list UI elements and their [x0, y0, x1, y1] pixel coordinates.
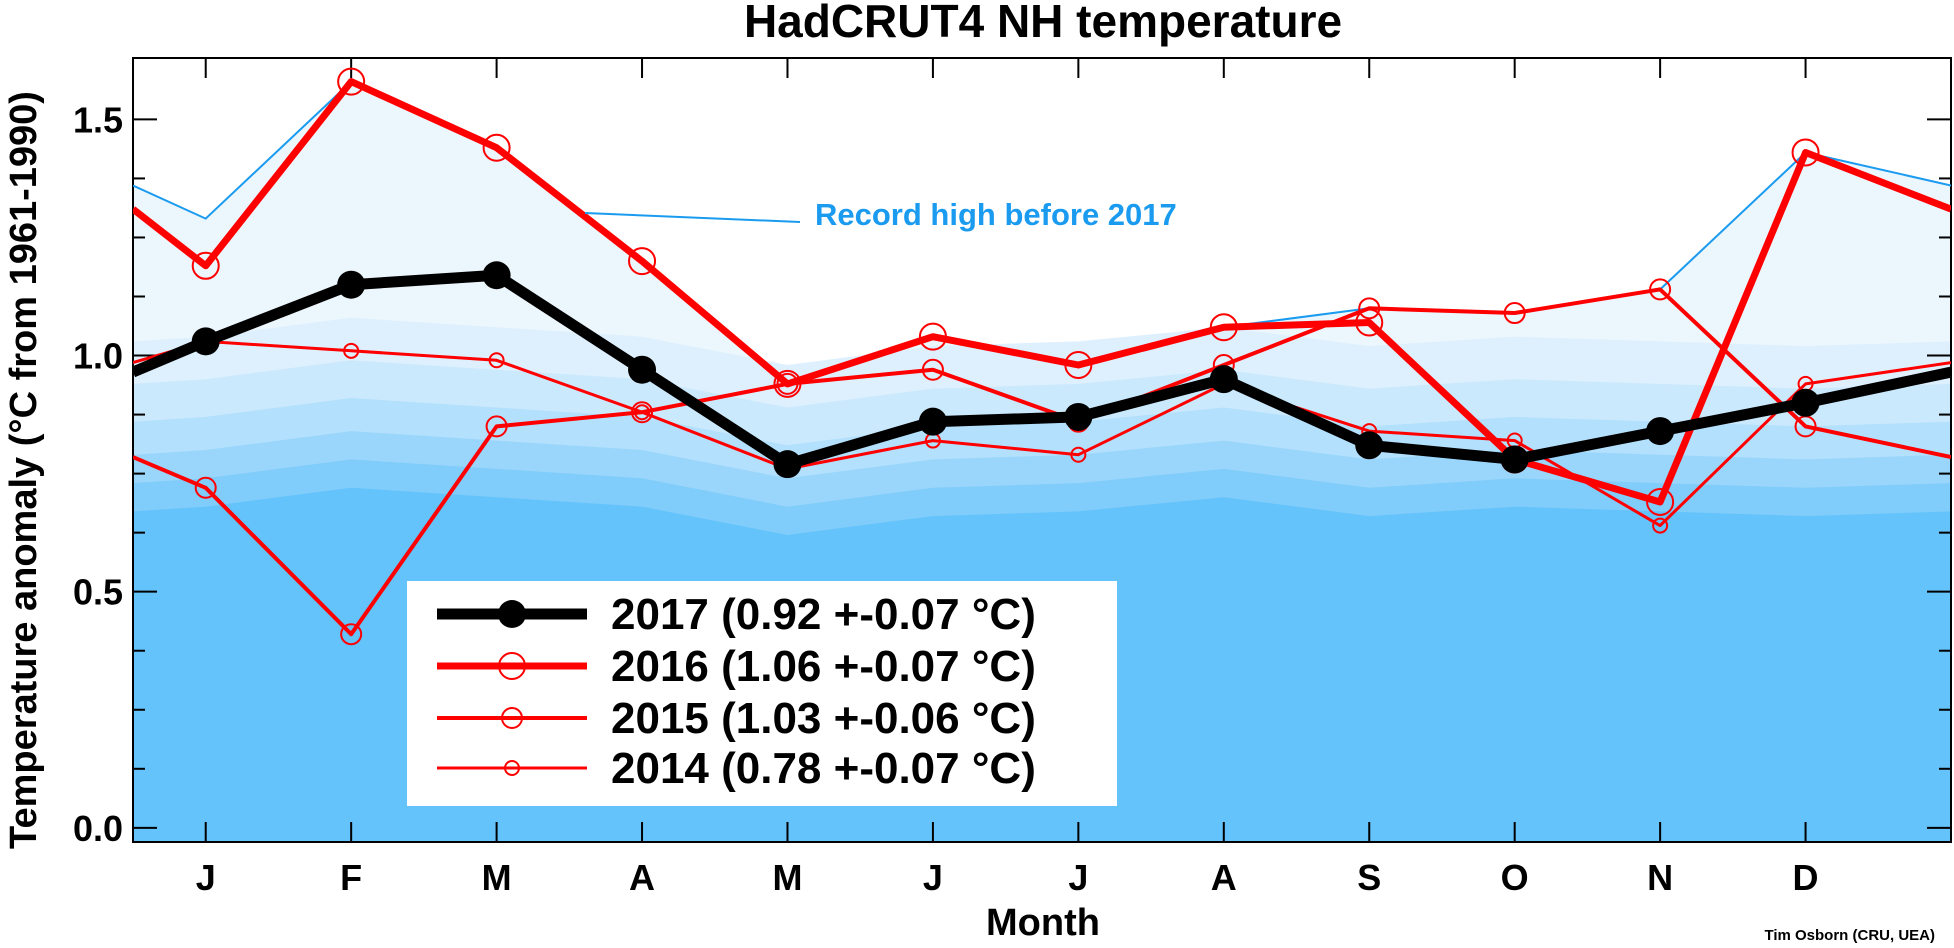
data-point	[1355, 308, 1384, 337]
legend-swatch-marker	[498, 600, 526, 628]
annotation-leader-line	[584, 212, 801, 223]
legend-swatch-marker	[498, 652, 526, 680]
data-point	[1355, 431, 1384, 460]
plot-frame	[132, 57, 1952, 843]
x-tick-label: S	[1357, 857, 1381, 898]
data-point	[918, 407, 947, 436]
data-point	[194, 476, 217, 499]
data-point	[337, 270, 366, 299]
legend: 2017 (0.92 +-0.07 °C)2016 (1.06 +-0.07 °…	[407, 581, 1117, 806]
legend-swatch-marker	[501, 707, 523, 729]
record-high-annotation: Record high before 2017	[815, 197, 1177, 232]
data-point	[1209, 365, 1238, 394]
x-tick-label: J	[1068, 857, 1088, 898]
x-tick-label: F	[340, 857, 362, 898]
series-line	[133, 269, 1951, 470]
data-point	[1209, 313, 1238, 342]
data-point	[191, 327, 220, 356]
data-point	[1358, 297, 1381, 320]
y-tick-label: 0.0	[73, 808, 123, 849]
data-point	[1791, 138, 1820, 167]
series-line	[133, 78, 1951, 506]
data-point	[1646, 487, 1675, 516]
data-point	[482, 133, 511, 162]
data-point	[340, 623, 363, 646]
data-point	[1503, 302, 1526, 325]
series-line	[133, 287, 1951, 637]
y-axis-title: Temperature anomaly (°C from 1961-1990)	[3, 91, 45, 849]
x-tick-label: J	[196, 857, 216, 898]
y-tick-label: 0.5	[73, 572, 123, 613]
x-tick-label: D	[1793, 857, 1819, 898]
data-point	[1070, 446, 1087, 463]
data-point	[773, 369, 802, 398]
x-tick-label: M	[482, 857, 512, 898]
x-tick-label: A	[1211, 857, 1237, 898]
data-point	[628, 247, 657, 276]
legend-label: 2014 (0.78 +-0.07 °C)	[611, 744, 1036, 793]
data-point	[1791, 388, 1820, 417]
y-tick-label: 1.5	[73, 99, 123, 140]
series-line	[133, 339, 1951, 528]
data-point	[485, 415, 508, 438]
legend-label: 2015 (1.03 +-0.06 °C)	[611, 694, 1036, 743]
x-tick-label: J	[923, 857, 943, 898]
data-point	[488, 352, 505, 369]
data-point	[1652, 517, 1669, 534]
x-tick-label: O	[1501, 857, 1529, 898]
data-point	[191, 251, 220, 280]
data-point	[337, 67, 366, 96]
data-point	[631, 401, 654, 424]
chart-title: HadCRUT4 NH temperature	[744, 0, 1342, 47]
y-axis-ticks: 0.0 0.5 1.0 1.5	[73, 99, 1951, 849]
data-point	[343, 342, 360, 359]
x-tick-label: M	[772, 857, 802, 898]
x-axis-title: Month	[986, 902, 1100, 944]
y-tick-label: 1.0	[73, 336, 123, 377]
legend-label: 2017 (0.92 +-0.07 °C)	[611, 590, 1036, 639]
x-tick-label: N	[1647, 857, 1673, 898]
series-lines	[133, 67, 1951, 646]
data-point	[1064, 402, 1093, 431]
plot-border	[132, 57, 1952, 843]
data-point	[773, 450, 802, 479]
legend-label: 2016 (1.06 +-0.07 °C)	[611, 642, 1036, 691]
data-point	[482, 261, 511, 290]
data-point	[918, 322, 947, 351]
data-point	[1649, 278, 1672, 301]
data-point	[628, 355, 657, 384]
data-point	[1646, 417, 1675, 446]
data-point	[1064, 350, 1093, 379]
x-tick-label: A	[629, 857, 655, 898]
legend-swatch-marker	[504, 760, 520, 776]
data-point	[921, 358, 944, 381]
credit-text: Tim Osborn (CRU, UEA)	[1764, 927, 1935, 944]
data-point	[1500, 445, 1529, 474]
